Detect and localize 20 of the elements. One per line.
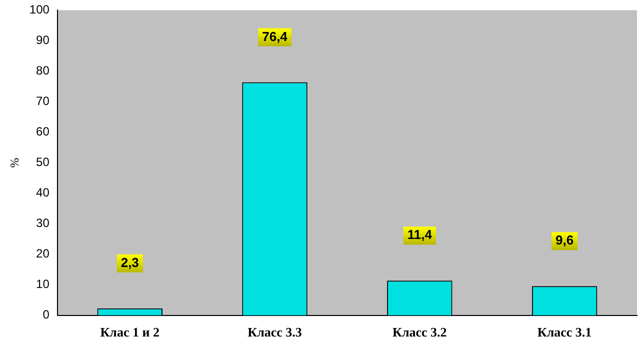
data-label: 2,3: [120, 254, 139, 270]
data-label: 9,6: [556, 232, 574, 248]
y-tick-label: 0: [42, 308, 50, 322]
y-tick-label: 90: [36, 33, 50, 48]
x-tick-label: Клас 1 и 2: [100, 324, 160, 340]
y-axis-title: %: [7, 158, 22, 168]
y-tick-label: 30: [36, 216, 50, 230]
y-tick-label: 70: [36, 94, 50, 108]
y-tick-label: 40: [36, 186, 50, 200]
x-tick-label: Класс 3.1: [537, 324, 592, 340]
y-tick-label: 20: [36, 246, 50, 261]
y-tick-label: 10: [36, 277, 50, 292]
data-label: 11,4: [407, 227, 433, 242]
y-tick-label: 50: [36, 155, 50, 170]
y-tick-label: 60: [36, 124, 50, 139]
x-tick-label: Класс 3.2: [392, 324, 447, 340]
y-tick-label: 80: [36, 64, 50, 78]
x-tick-label: Класс 3.3: [248, 324, 302, 340]
data-label: 76,4: [262, 28, 288, 44]
y-tick-label: 100: [29, 2, 50, 17]
